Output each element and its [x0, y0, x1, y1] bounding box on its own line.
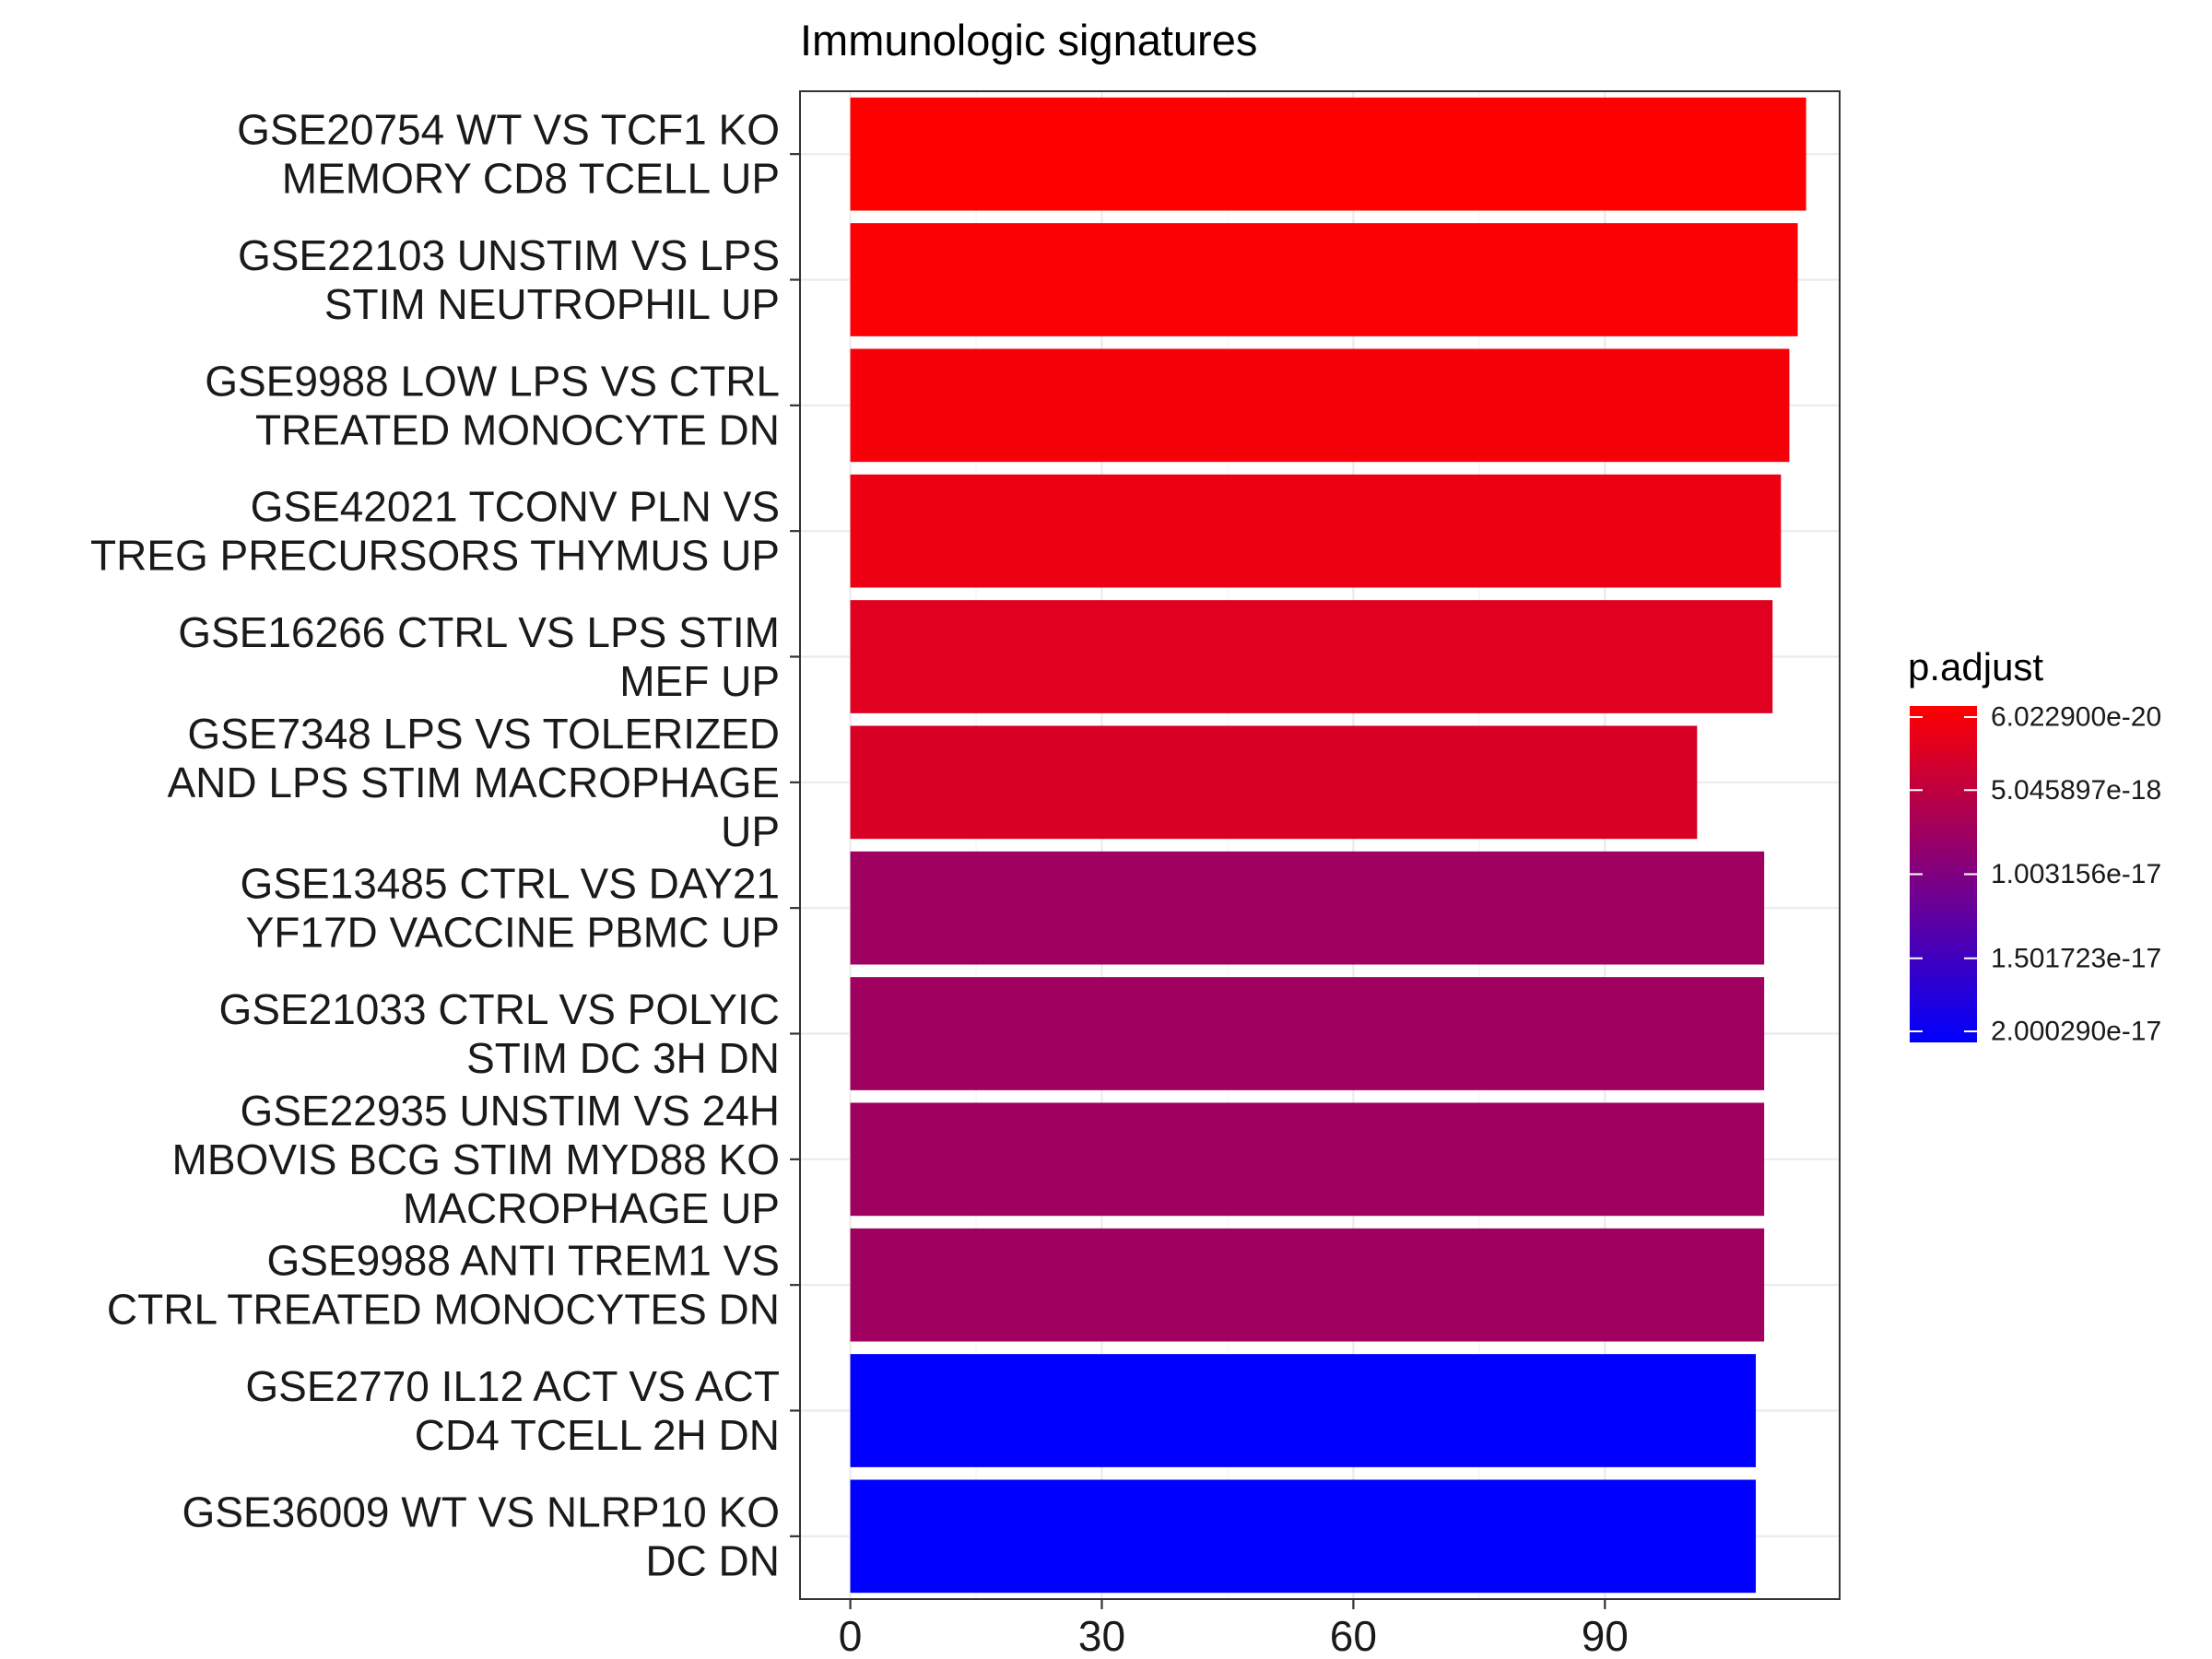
category-label: CTRL TREATED MONOCYTES DN — [107, 1286, 780, 1334]
bars — [850, 97, 1806, 1594]
legend-label: 1.003156e-17 — [1991, 859, 2161, 889]
x-tick-label: 90 — [1582, 1612, 1629, 1659]
category-label: GSE42021 TCONV PLN VS — [251, 483, 780, 531]
category-label: MEMORY CD8 TCELL UP — [282, 155, 780, 203]
bar — [850, 223, 1798, 336]
category-label: TREG PRECURSORS THYMUS UP — [90, 532, 780, 580]
category-label: GSE9988 ANTI TREM1 VS — [267, 1237, 781, 1285]
category-label: MACROPHAGE UP — [403, 1184, 780, 1232]
category-label: YF17D VACCINE PBMC UP — [246, 909, 780, 957]
category-label: STIM NEUTROPHIL UP — [324, 280, 780, 328]
category-label: GSE22935 UNSTIM VS 24H — [241, 1087, 780, 1135]
category-label: GSE13485 CTRL VS DAY21 — [240, 860, 780, 908]
category-label: GSE22103 UNSTIM VS LPS — [238, 231, 780, 279]
color-legend: p.adjust 6.022900e-20 5.045897e-18 1.00315… — [1908, 645, 2161, 1047]
category-label: MBOVIS BCG STIM MYD88 KO — [172, 1135, 780, 1183]
chart-title: Immunologic signatures — [800, 16, 1257, 65]
category-label: GSE36009 WT VS NLRP10 KO — [182, 1488, 780, 1535]
x-tick-label: 30 — [1078, 1612, 1125, 1659]
category-label: GSE16266 CTRL VS LPS STIM — [178, 608, 780, 656]
bar — [850, 1228, 1765, 1342]
bar — [850, 851, 1765, 965]
bar — [850, 474, 1782, 588]
category-label: GSE21033 CTRL VS POLYIC — [219, 985, 781, 1033]
legend-label: 1.501723e-17 — [1991, 943, 2161, 973]
bar — [850, 348, 1790, 463]
category-label: GSE2770 IL12 ACT VS ACT — [245, 1362, 780, 1410]
bar — [850, 1102, 1765, 1217]
category-label: AND LPS STIM MACROPHAGE — [167, 759, 780, 806]
x-tick-label: 0 — [839, 1612, 863, 1659]
category-label: DC DN — [645, 1536, 780, 1584]
category-label: GSE9988 LOW LPS VS CTRL — [205, 357, 780, 405]
legend-label: 6.022900e-20 — [1991, 702, 2161, 733]
x-tick-label: 60 — [1330, 1612, 1377, 1659]
bar — [850, 600, 1773, 713]
category-label: TREATED MONOCYTE DN — [255, 406, 780, 453]
legend-title: p.adjust — [1908, 645, 2043, 688]
category-label: STIM DC 3H DN — [466, 1034, 780, 1082]
x-axis: 0 30 60 90 — [839, 1599, 1629, 1659]
category-label: UP — [721, 807, 780, 855]
legend-label: 5.045897e-18 — [1991, 775, 2161, 806]
bar — [850, 977, 1765, 1090]
category-label: GSE7348 LPS VS TOLERIZED — [187, 710, 780, 758]
bar — [850, 97, 1806, 211]
bar — [850, 1479, 1757, 1594]
bar — [850, 725, 1698, 840]
category-label: GSE20754 WT VS TCF1 KO — [237, 106, 780, 154]
bar — [850, 1354, 1757, 1467]
category-label: CD4 TCELL 2H DN — [415, 1411, 780, 1459]
legend-label: 2.000290e-17 — [1991, 1017, 2161, 1047]
category-label: MEF UP — [619, 657, 780, 705]
plot-panel-border — [799, 90, 1841, 1600]
